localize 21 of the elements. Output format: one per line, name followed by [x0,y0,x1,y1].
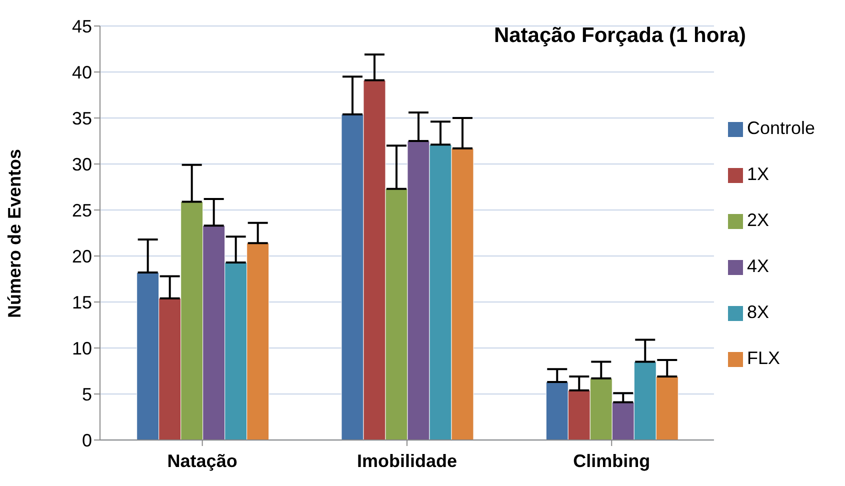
y-tick-label: 30 [72,154,92,174]
y-tick-label: 25 [72,200,92,220]
y-tick-label: 10 [72,338,92,358]
y-axis-title: Número de Eventos [4,148,24,318]
y-tick-label: 35 [72,108,92,128]
y-tick-label: 5 [82,384,92,404]
y-tick-label: 40 [72,62,92,82]
y-tick-label: 20 [72,246,92,266]
x-tick-label: Natação [167,450,238,471]
legend-label: FLX [746,348,780,368]
chart-title: Natação Forçada (1 hora) [492,24,748,48]
y-tick-label: 15 [72,292,92,312]
y-tick-label: 0 [82,430,92,450]
legend-label: 2X [746,210,769,230]
legend-label: 1X [746,164,769,184]
legend-label: Controle [746,118,815,138]
y-tick-label: 45 [72,16,92,36]
x-tick-label: Climbing [573,450,650,471]
x-tick-label: Imobilidade [356,450,457,471]
legend-label: 4X [746,256,769,276]
legend-label: 8X [746,302,769,322]
